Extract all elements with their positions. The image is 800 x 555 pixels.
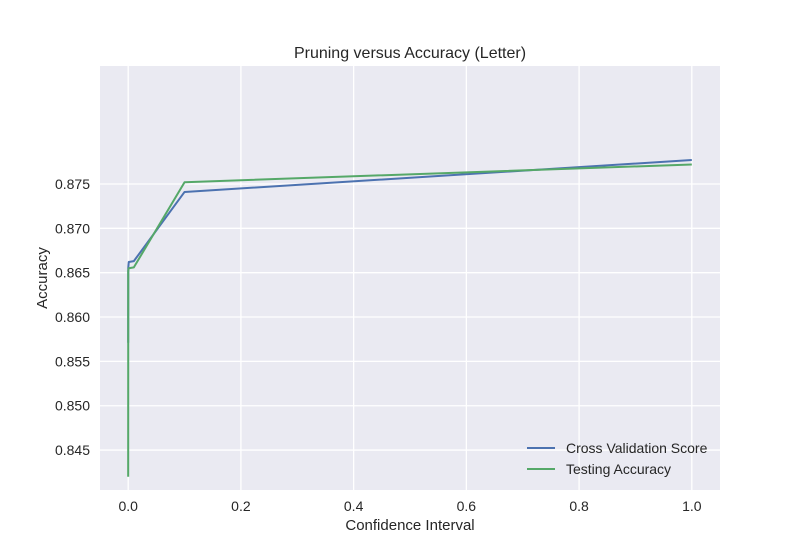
y-tick-label: 0.855 xyxy=(55,353,90,369)
y-tick-label: 0.860 xyxy=(55,309,90,325)
y-tick-label: 0.870 xyxy=(55,220,90,236)
x-tick-label: 1.0 xyxy=(682,498,702,514)
plot-background xyxy=(100,66,720,490)
series-lines xyxy=(127,159,692,477)
y-axis-label: Accuracy xyxy=(34,247,51,309)
series-line-2 xyxy=(127,163,692,477)
x-tick-label: 0.2 xyxy=(231,498,251,514)
x-tick-label: 0.6 xyxy=(457,498,477,514)
x-tick-label: 0.8 xyxy=(569,498,589,514)
y-tick-label: 0.850 xyxy=(55,398,90,414)
tick-labels: 0.0 0.2 0.4 0.6 0.8 1.0 0.845 0.850 0.855 0.860 0.… xyxy=(55,176,702,514)
y-tick-label: 0.875 xyxy=(55,176,90,192)
legend-label: Cross Validation Score xyxy=(566,440,708,456)
x-tick-label: 0.4 xyxy=(344,498,364,514)
x-axis-label: Confidence Interval xyxy=(345,517,474,534)
grid-lines xyxy=(100,66,720,490)
x-tick-label: 0.0 xyxy=(118,498,138,514)
y-tick-label: 0.845 xyxy=(55,442,90,458)
legend: Cross Validation Score Testing Accuracy xyxy=(527,440,708,477)
legend-label: Testing Accuracy xyxy=(566,461,671,477)
chart-title: Pruning versus Accuracy (Letter) xyxy=(294,45,526,62)
y-tick-label: 0.865 xyxy=(55,265,90,281)
